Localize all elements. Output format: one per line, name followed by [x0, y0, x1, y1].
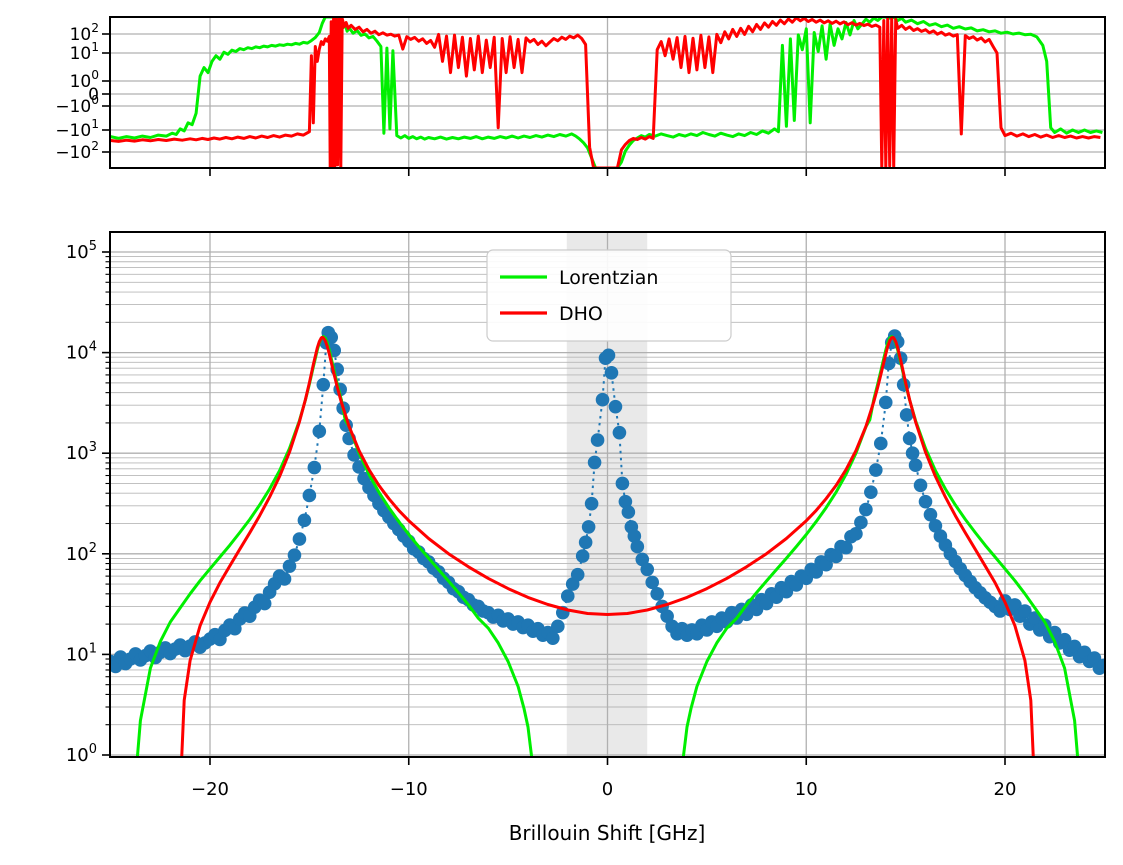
data-point	[612, 425, 627, 440]
data-point	[546, 631, 560, 645]
data-point	[1067, 639, 1082, 654]
data-point	[640, 562, 655, 577]
data-point	[839, 540, 853, 555]
data-point	[645, 575, 660, 590]
data-point	[864, 485, 878, 499]
data-point	[859, 502, 873, 517]
spectrum-xtick-label: 20	[994, 779, 1017, 800]
data-point	[878, 395, 893, 410]
data-point	[277, 572, 292, 586]
spectrum-ytick-label: 102	[66, 541, 97, 565]
data-point	[601, 348, 616, 363]
data-point	[854, 515, 868, 530]
data-point	[630, 539, 645, 554]
data-point	[584, 496, 599, 511]
data-point	[302, 488, 317, 503]
data-point	[923, 507, 938, 522]
residuals-ytick-label: 0	[88, 85, 99, 105]
data-point	[590, 433, 605, 447]
data-point	[297, 513, 312, 528]
legend-label-lorentzian: Lorentzian	[559, 267, 658, 289]
spectrum-ytick-label: 100	[66, 742, 97, 766]
data-point	[560, 589, 575, 603]
data-point	[257, 596, 272, 611]
spectrum-ytick-label: 101	[66, 641, 97, 665]
data-point	[587, 455, 602, 470]
data-point	[287, 548, 302, 562]
residuals-ytick-label: −102	[55, 139, 99, 163]
legend-label-dho: DHO	[559, 303, 603, 325]
data-point	[316, 377, 331, 392]
data-point	[292, 532, 307, 546]
data-point	[608, 399, 623, 414]
data-point	[1097, 658, 1105, 673]
residuals-ytick-label: 101	[70, 40, 99, 64]
data-point	[595, 392, 610, 407]
data-point	[913, 478, 928, 493]
dho-fit-line	[180, 335, 1035, 757]
data-point	[1018, 604, 1032, 618]
data-point	[312, 424, 327, 439]
data-point	[604, 365, 619, 380]
residuals-grid	[110, 17, 1105, 168]
data-point	[849, 527, 863, 541]
spectrum-xtick-label: 0	[602, 779, 613, 800]
data-point	[869, 463, 883, 477]
data-point	[905, 446, 920, 461]
data-point	[615, 476, 630, 491]
data-point	[551, 619, 565, 634]
legend: Lorentzian DHO	[486, 249, 732, 342]
dho-residual-line	[110, 17, 1101, 168]
data-point	[581, 520, 596, 534]
data-point	[575, 549, 590, 563]
data-point	[908, 458, 923, 472]
spectrum-xtick-label: −10	[390, 779, 428, 800]
residuals-ytick-label: 100	[70, 68, 99, 92]
data-point	[578, 535, 593, 550]
data-point	[902, 431, 917, 446]
data-point	[899, 408, 914, 422]
data-point	[918, 494, 933, 509]
data-point	[307, 460, 322, 475]
spectrum-ytick-label: 103	[66, 440, 97, 464]
residuals-ytick-label: −101	[55, 117, 99, 141]
spectrum-series	[110, 325, 1105, 757]
data-point	[650, 587, 664, 601]
data-point	[282, 559, 297, 573]
residuals-ytick-label: 102	[70, 21, 99, 45]
spectrum-xtick-label: 10	[795, 779, 818, 800]
legend-box	[486, 249, 732, 342]
residuals-ytick-label: −100	[55, 93, 99, 117]
data-point	[928, 518, 943, 533]
lorentzian-residual-line	[110, 17, 1103, 168]
data-point	[618, 494, 633, 509]
spectrum-axes: 100 101 102 103 104 105 −20 −10 0 10 20	[66, 231, 1106, 800]
x-axis-label: Brillouin Shift [GHz]	[509, 821, 706, 845]
spectrum-ytick-label: 105	[66, 239, 97, 263]
data-point	[1087, 651, 1102, 665]
data-point	[627, 529, 642, 543]
spectrum-xtick-label: −20	[191, 779, 229, 800]
data-point	[660, 609, 674, 623]
data-point	[621, 505, 636, 519]
data-point	[570, 567, 585, 582]
spectrum-ytick-label: 104	[66, 340, 97, 364]
data-point	[779, 584, 794, 599]
data-point	[1008, 598, 1022, 612]
data-point	[1057, 632, 1072, 647]
data-point	[873, 436, 888, 451]
residuals-series	[110, 17, 1103, 168]
